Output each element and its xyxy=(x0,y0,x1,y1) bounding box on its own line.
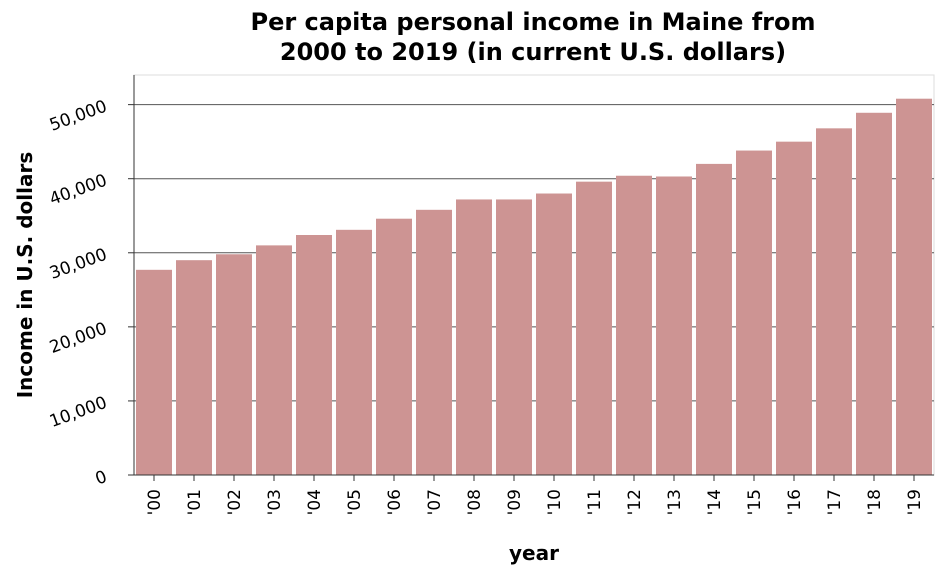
y-tick-label: 30,000 xyxy=(47,245,110,284)
bar xyxy=(296,235,332,475)
x-tick-label: '17 xyxy=(825,489,845,515)
bar xyxy=(216,254,252,475)
x-tick-label: '13 xyxy=(665,489,685,515)
bar xyxy=(416,209,452,475)
bar xyxy=(656,176,692,475)
y-tick-label: 0 xyxy=(93,467,110,489)
x-tick-label: '18 xyxy=(865,489,885,515)
x-tick-label: '19 xyxy=(905,489,925,515)
bar xyxy=(536,193,572,475)
x-tick-label: '02 xyxy=(225,489,245,515)
y-tick-label: 20,000 xyxy=(47,319,110,358)
x-tick-label: '07 xyxy=(425,489,445,515)
bar xyxy=(136,269,172,475)
x-tick-label: '04 xyxy=(305,489,325,515)
bar xyxy=(736,150,772,476)
bar xyxy=(696,163,732,475)
y-axis-label: Income in U.S. dollars xyxy=(13,152,37,399)
x-tick-label: '15 xyxy=(745,489,765,515)
bar xyxy=(456,199,492,475)
chart-title-line-2: 2000 to 2019 (in current U.S. dollars) xyxy=(280,38,786,66)
bar xyxy=(496,199,532,475)
x-tick-label: '12 xyxy=(625,489,645,515)
y-tick-label: 40,000 xyxy=(47,171,110,210)
x-tick-label: '10 xyxy=(545,489,565,515)
bars xyxy=(136,98,932,476)
grid-lines xyxy=(134,104,934,402)
y-axis-ticks: 0 10,000 20,000 30,000 40,000 50,000 xyxy=(47,97,134,489)
x-tick-label: '01 xyxy=(185,489,205,515)
x-tick-label: '05 xyxy=(345,489,365,515)
x-tick-label: '03 xyxy=(265,489,285,515)
bar xyxy=(856,112,892,476)
x-axis-label: year xyxy=(509,541,559,565)
x-tick-label: '09 xyxy=(505,489,525,515)
chart-title-line-1: Per capita personal income in Maine from xyxy=(251,8,816,36)
x-tick-label: '14 xyxy=(705,489,725,515)
x-axis-ticks: '00 '01 '02 '03 '04 '05 '06 '07 '08 '09 '10 '11 '12 '… xyxy=(145,475,925,515)
bar xyxy=(816,128,852,476)
x-tick-label: '06 xyxy=(385,489,405,515)
bar xyxy=(776,141,812,475)
plot-frame xyxy=(133,74,935,476)
y-tick-label: 10,000 xyxy=(47,393,110,432)
bar xyxy=(576,181,612,475)
x-tick-label: '16 xyxy=(785,489,805,515)
y-tick-label: 50,000 xyxy=(47,97,110,136)
bar xyxy=(256,245,292,475)
bar xyxy=(896,98,932,475)
x-tick-label: '08 xyxy=(465,489,485,515)
bar xyxy=(176,260,212,475)
x-tick-label: '00 xyxy=(145,489,165,515)
x-tick-label: '11 xyxy=(585,489,605,515)
bar xyxy=(336,229,372,475)
bar xyxy=(616,175,652,476)
bar xyxy=(376,218,412,475)
